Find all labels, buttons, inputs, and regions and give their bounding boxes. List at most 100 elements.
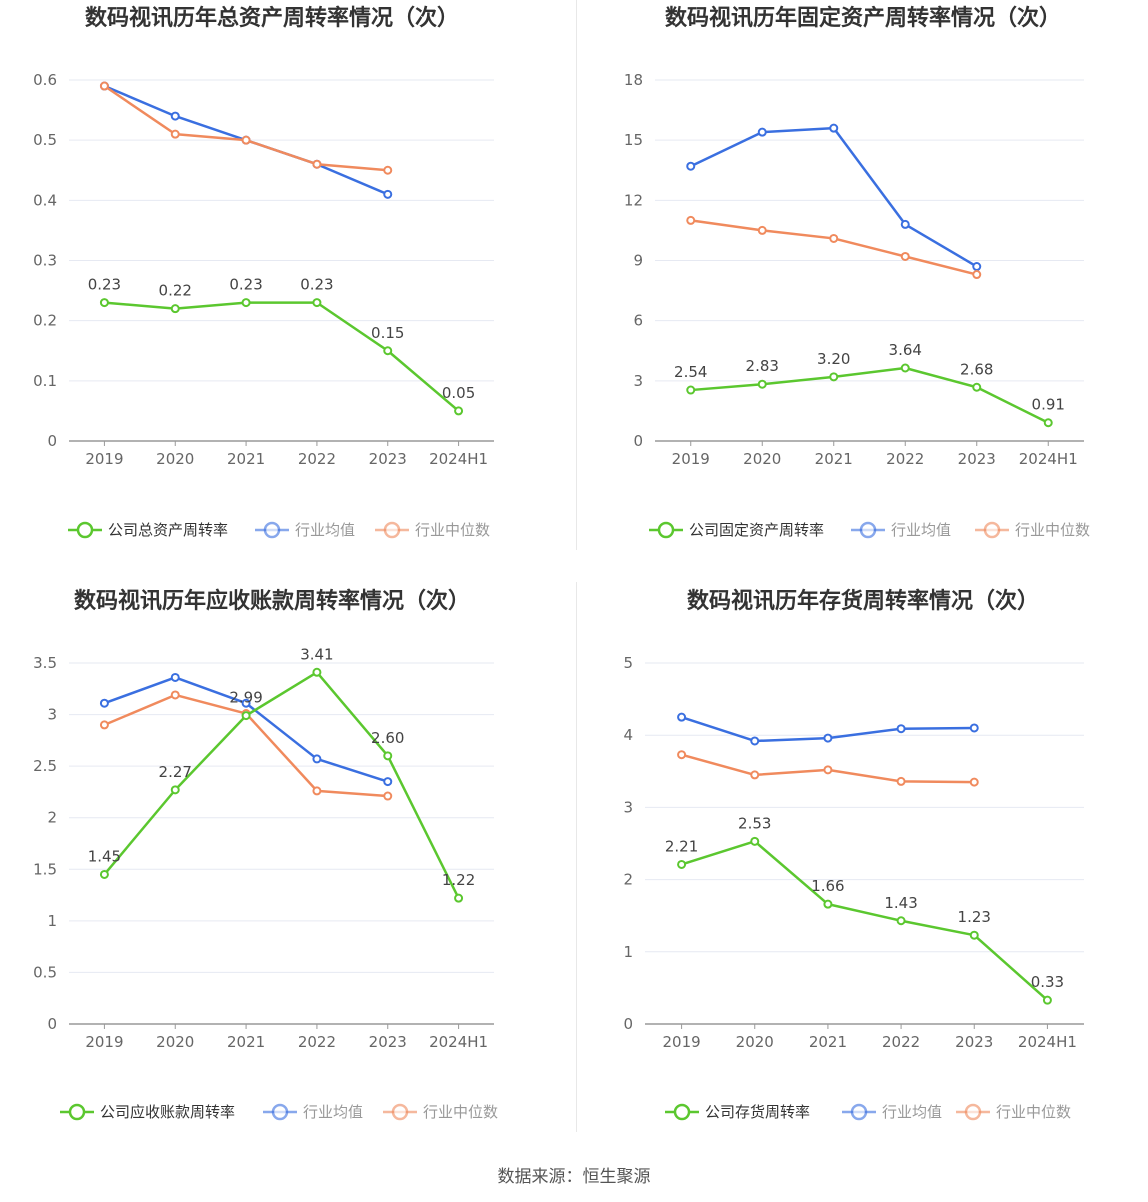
x-tick-label: 2019 <box>672 450 710 468</box>
company-point[interactable] <box>823 899 833 909</box>
industry-average-point[interactable] <box>241 698 251 708</box>
legend-item-industry-median[interactable]: 行业中位数 <box>975 521 1090 539</box>
company-point[interactable] <box>170 304 180 314</box>
company-point[interactable] <box>99 298 109 308</box>
industry-average-point[interactable] <box>900 219 910 229</box>
industry-median-point[interactable] <box>170 690 180 700</box>
company-point[interactable] <box>1042 995 1052 1005</box>
x-tick-label: 2020 <box>736 1033 774 1051</box>
industry-average-point[interactable] <box>383 189 393 199</box>
company-point[interactable] <box>750 836 760 846</box>
data-label: 2.60 <box>371 729 404 747</box>
data-label: 0.22 <box>159 282 192 300</box>
company-point[interactable] <box>241 711 251 721</box>
industry-average-point[interactable] <box>829 123 839 133</box>
y-tick-label: 0.1 <box>33 372 57 390</box>
chart-svg: 数码视讯历年应收账款周转率情况（次） 0 0.5 1 1.5 2 2.5 3 3.5 2019 20… <box>33 588 498 1121</box>
legend-label: 公司总资产周转率 <box>108 521 228 539</box>
industry-average-point[interactable] <box>896 724 906 734</box>
y-tick-label: 0.5 <box>33 963 57 981</box>
legend-item-industry-average[interactable]: 行业均值 <box>851 521 951 539</box>
industry-median-point[interactable] <box>757 225 767 235</box>
x-tick-label: 2022 <box>298 1033 336 1051</box>
industry-median-point[interactable] <box>312 786 322 796</box>
data-label: 1.22 <box>442 871 475 889</box>
data-label: 1.66 <box>811 877 844 895</box>
y-tick-label: 5 <box>623 654 633 672</box>
legend-item-industry-average[interactable]: 行业均值 <box>263 1103 363 1121</box>
industry-median-point[interactable] <box>900 251 910 261</box>
industry-average-point[interactable] <box>170 111 180 121</box>
company-line <box>104 301 460 412</box>
industry-average-point[interactable] <box>750 736 760 746</box>
industry-median-point[interactable] <box>677 750 687 760</box>
legend-item-company[interactable]: 公司应收账款周转率 <box>60 1103 235 1121</box>
industry-median-point[interactable] <box>969 777 979 787</box>
chart-title: 数码视讯历年存货周转率情况（次） <box>687 588 1039 614</box>
company-point[interactable] <box>757 379 767 389</box>
industry-median-point[interactable] <box>972 270 982 280</box>
y-tick-label: 9 <box>633 252 643 270</box>
x-tick-label: 2019 <box>85 1033 123 1051</box>
company-point[interactable] <box>1043 418 1053 428</box>
industry-median-point[interactable] <box>823 765 833 775</box>
industry-median-point[interactable] <box>99 720 109 730</box>
industry-median-point[interactable] <box>241 135 251 145</box>
legend-item-company[interactable]: 公司存货周转率 <box>665 1103 810 1121</box>
industry-median-point[interactable] <box>383 791 393 801</box>
industry-average-point[interactable] <box>686 161 696 171</box>
industry-average-point[interactable] <box>383 777 393 787</box>
x-tick-label: 2024H1 <box>1018 1033 1077 1051</box>
industry-median-point[interactable] <box>170 129 180 139</box>
legend-item-industry-median[interactable]: 行业中位数 <box>383 1103 498 1121</box>
company-line <box>690 366 1049 424</box>
legend-item-industry-average[interactable]: 行业均值 <box>255 521 355 539</box>
company-point[interactable] <box>829 372 839 382</box>
legend-label: 行业均值 <box>303 1103 363 1121</box>
company-point[interactable] <box>383 751 393 761</box>
company-point[interactable] <box>312 667 322 677</box>
x-tick-label: 2024H1 <box>429 1033 488 1051</box>
company-point[interactable] <box>677 859 687 869</box>
company-point[interactable] <box>170 785 180 795</box>
legend-item-industry-median[interactable]: 行业中位数 <box>956 1103 1071 1121</box>
y-tick-label: 2.5 <box>33 757 57 775</box>
company-point[interactable] <box>312 298 322 308</box>
legend-marker-icon <box>983 521 1001 539</box>
company-point[interactable] <box>686 385 696 395</box>
industry-median-point[interactable] <box>383 165 393 175</box>
legend-item-industry-median[interactable]: 行业中位数 <box>375 521 490 539</box>
industry-average-point[interactable] <box>99 698 109 708</box>
company-point[interactable] <box>99 869 109 879</box>
company-point[interactable] <box>896 916 906 926</box>
industry-median-point[interactable] <box>99 81 109 91</box>
legend-marker-icon <box>859 521 877 539</box>
legend-marker-icon <box>383 521 401 539</box>
company-point[interactable] <box>969 930 979 940</box>
company-point[interactable] <box>900 363 910 373</box>
industry-average-point[interactable] <box>823 733 833 743</box>
legend-item-company[interactable]: 公司固定资产周转率 <box>649 521 824 539</box>
company-point[interactable] <box>383 346 393 356</box>
industry-average-point[interactable] <box>969 723 979 733</box>
legend-label: 公司应收账款周转率 <box>100 1103 235 1121</box>
y-tick-label: 18 <box>624 71 643 89</box>
industry-median-point[interactable] <box>686 215 696 225</box>
industry-average-point[interactable] <box>677 712 687 722</box>
industry-median-point[interactable] <box>312 159 322 169</box>
industry-average-point[interactable] <box>972 262 982 272</box>
x-tick-label: 2023 <box>958 450 996 468</box>
industry-median-point[interactable] <box>829 233 839 243</box>
company-point[interactable] <box>454 406 464 416</box>
company-point[interactable] <box>241 298 251 308</box>
industry-average-point[interactable] <box>757 127 767 137</box>
company-point[interactable] <box>454 893 464 903</box>
legend-item-industry-average[interactable]: 行业均值 <box>842 1103 942 1121</box>
data-label: 2.27 <box>159 763 192 781</box>
industry-median-point[interactable] <box>896 776 906 786</box>
company-point[interactable] <box>972 382 982 392</box>
industry-average-point[interactable] <box>170 672 180 682</box>
legend-item-company[interactable]: 公司总资产周转率 <box>68 521 228 539</box>
industry-average-point[interactable] <box>312 754 322 764</box>
industry-median-point[interactable] <box>750 770 760 780</box>
